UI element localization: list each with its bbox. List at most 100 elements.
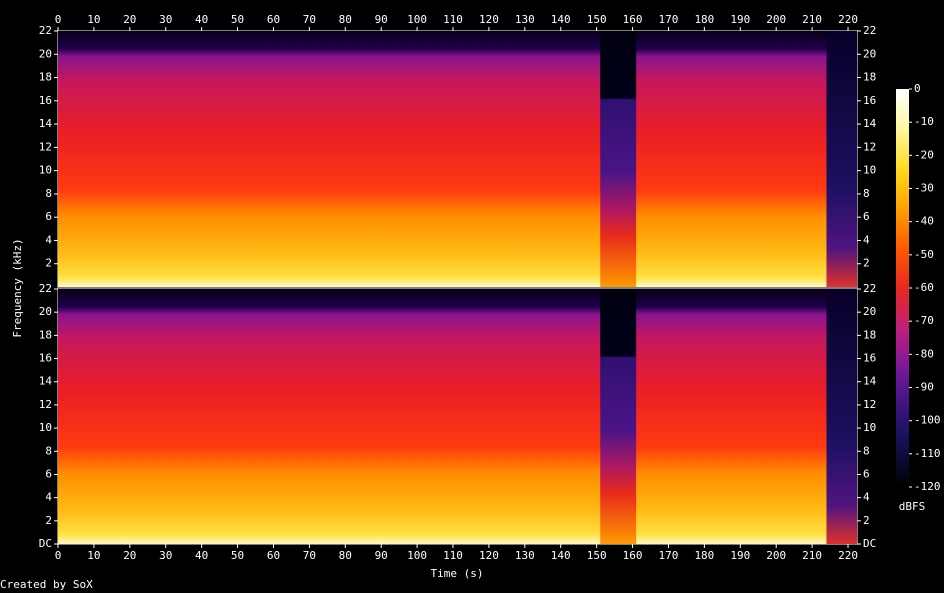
y-tick-label: 6: [863, 210, 870, 223]
y-axis-label: Frequency (kHz): [11, 238, 24, 337]
y-tick-label: 4: [863, 233, 870, 246]
x-tick-label: 60: [267, 13, 280, 26]
x-tick-label: 200: [766, 13, 786, 26]
x-tick-label: 110: [443, 549, 463, 562]
y-tick-label: 14: [39, 117, 53, 130]
y-tick-label: 4: [863, 491, 870, 504]
x-tick-label: 50: [231, 549, 244, 562]
x-tick-label: 130: [515, 549, 535, 562]
y-tick-label: 18: [863, 328, 876, 341]
y-tick-label: 18: [39, 71, 52, 84]
x-tick-label: 110: [443, 13, 463, 26]
x-tick-label: 170: [659, 13, 679, 26]
y-tick-label: DC: [863, 537, 876, 550]
spectrogram-image: [58, 289, 857, 544]
colorbar-label: dBFS: [899, 500, 926, 513]
y-tick-label: 20: [39, 305, 52, 318]
colorbar-tick-label: -110: [914, 447, 941, 460]
x-tick-label: 40: [195, 549, 208, 562]
y-tick-label: 8: [45, 444, 52, 457]
x-tick-label: 90: [375, 13, 388, 26]
x-tick-label: 30: [159, 549, 172, 562]
x-tick-label: 140: [551, 549, 571, 562]
x-tick-label: 30: [159, 13, 172, 26]
silence-region: [600, 289, 637, 544]
panel-frame: [57, 288, 858, 545]
x-tick-label: 210: [802, 13, 822, 26]
colorbar-tick-label: 0: [914, 82, 921, 95]
x-tick-label: 20: [123, 13, 136, 26]
y-tick-label: 8: [45, 187, 52, 200]
x-tick-label: 10: [87, 549, 100, 562]
y-tick-label: 14: [863, 117, 877, 130]
x-tick-label: 100: [407, 549, 427, 562]
silence-region: [600, 31, 637, 287]
y-tick-label: 10: [39, 164, 52, 177]
y-tick-label: 12: [863, 398, 876, 411]
colorbar-tick-label: -50: [914, 248, 934, 261]
y-tick-label: 6: [45, 467, 52, 480]
colorbar-tick-label: -80: [914, 347, 934, 360]
footer: Created by SoX: [0, 578, 93, 591]
y-tick-label: 2: [45, 514, 52, 527]
x-tick-label: 130: [515, 13, 535, 26]
x-tick-label: 200: [766, 549, 786, 562]
x-tick-label: 70: [303, 13, 316, 26]
x-tick-label: 120: [479, 13, 499, 26]
x-tick-label: 220: [838, 13, 858, 26]
colorbar-tick-label: -100: [914, 414, 941, 427]
x-tick-label: 160: [623, 549, 643, 562]
x-tick-label: 10: [87, 13, 100, 26]
x-tick-label: 150: [587, 549, 607, 562]
x-tick-label: 90: [375, 549, 388, 562]
x-tick-label: 80: [339, 549, 352, 562]
y-tick-label: 22: [863, 282, 876, 295]
x-tick-label: 60: [267, 549, 280, 562]
y-tick-label: 12: [863, 140, 876, 153]
x-tick-label: 180: [694, 13, 714, 26]
colorbar-tick-label: -90: [914, 381, 934, 394]
y-tick-label: 4: [45, 491, 52, 504]
x-tick-label: 170: [659, 549, 679, 562]
x-tick-label: 210: [802, 549, 822, 562]
y-tick-label: DC: [39, 537, 52, 550]
colorbar-tick-label: -120: [914, 480, 941, 493]
y-tick-label: 18: [863, 71, 876, 84]
x-tick-label: 150: [587, 13, 607, 26]
y-tick-label: 22: [39, 282, 52, 295]
y-tick-label: 2: [45, 257, 52, 270]
x-tick-label: 180: [694, 549, 714, 562]
x-axis-label: Time (s): [431, 567, 484, 580]
colorbar-tick-label: -30: [914, 182, 934, 195]
y-tick-label: 16: [39, 352, 52, 365]
y-tick-label: 10: [863, 164, 876, 177]
y-tick-label: 12: [39, 398, 52, 411]
fade-region: [826, 289, 857, 544]
spectrogram-image: [58, 31, 857, 287]
y-tick-label: 6: [863, 467, 870, 480]
fade-region: [826, 31, 857, 287]
y-tick-label: 22: [39, 24, 52, 37]
colorbar-tick-label: -10: [914, 115, 934, 128]
x-tick-label: 0: [55, 549, 62, 562]
y-tick-label: 16: [863, 352, 876, 365]
x-tick-label: 50: [231, 13, 244, 26]
x-tick-label: 0: [55, 13, 62, 26]
x-tick-label: 120: [479, 549, 499, 562]
y-tick-label: 20: [863, 305, 876, 318]
y-tick-label: 16: [39, 94, 52, 107]
colorbar: [896, 89, 909, 487]
panel-frame: [57, 30, 858, 288]
y-tick-label: 10: [863, 421, 876, 434]
y-tick-label: 10: [39, 421, 52, 434]
x-tick-label: 190: [730, 549, 750, 562]
x-tick-label: 80: [339, 13, 352, 26]
x-tick-label: 190: [730, 13, 750, 26]
x-tick-label: 70: [303, 549, 316, 562]
y-tick-label: 14: [39, 375, 53, 388]
x-tick-label: 40: [195, 13, 208, 26]
x-tick-label: 100: [407, 13, 427, 26]
x-tick-label: 220: [838, 549, 858, 562]
y-tick-label: 20: [863, 47, 876, 60]
